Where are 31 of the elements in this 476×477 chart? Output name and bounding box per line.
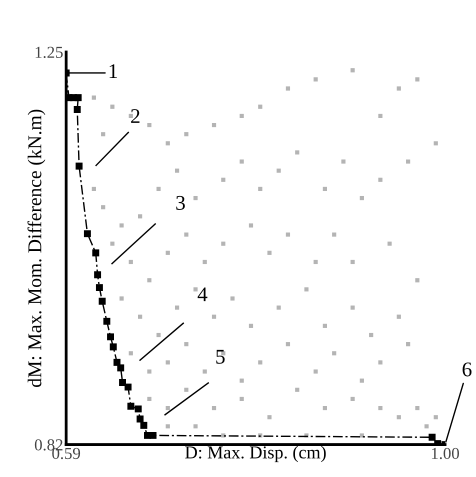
point (94, 271, 102, 278)
annotation: 2 (131, 109, 140, 123)
y-tick-label: 1.25 (36, 46, 63, 58)
point (136, 416, 144, 422)
annotation: 1 (110, 64, 117, 78)
point (96, 284, 103, 292)
point (140, 422, 148, 429)
point (119, 379, 126, 386)
x-axis-title: D: Max. Disp. (cm) (185, 446, 326, 462)
point (74, 106, 81, 113)
annotation: 3 (176, 196, 185, 210)
point (117, 364, 124, 372)
point (124, 384, 132, 391)
point (98, 298, 106, 305)
x-tick-label: 1.00 (432, 448, 460, 460)
point (92, 249, 100, 256)
point (84, 230, 91, 238)
point (110, 343, 117, 350)
annotation: 5 (216, 350, 225, 364)
annotation: 4 (198, 287, 208, 302)
point (107, 333, 114, 340)
point (74, 94, 82, 102)
point (150, 432, 157, 439)
point (114, 358, 120, 366)
point (103, 318, 110, 325)
y-axis-title: dM: Max. Mom. Difference (kN.m) (28, 110, 46, 387)
point (428, 434, 436, 441)
point (134, 405, 142, 412)
point (76, 162, 83, 170)
annotation: 6 (462, 362, 472, 376)
point (127, 402, 134, 410)
